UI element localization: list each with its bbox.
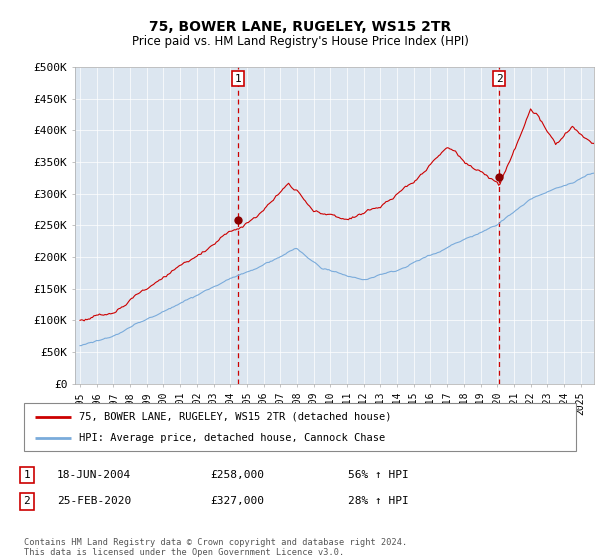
Text: Price paid vs. HM Land Registry's House Price Index (HPI): Price paid vs. HM Land Registry's House … xyxy=(131,35,469,48)
Text: 56% ↑ HPI: 56% ↑ HPI xyxy=(348,470,409,480)
Text: 18-JUN-2004: 18-JUN-2004 xyxy=(57,470,131,480)
Text: 25-FEB-2020: 25-FEB-2020 xyxy=(57,496,131,506)
Text: 2: 2 xyxy=(23,496,31,506)
Text: £327,000: £327,000 xyxy=(210,496,264,506)
Text: 75, BOWER LANE, RUGELEY, WS15 2TR (detached house): 75, BOWER LANE, RUGELEY, WS15 2TR (detac… xyxy=(79,412,392,422)
Text: £258,000: £258,000 xyxy=(210,470,264,480)
Text: HPI: Average price, detached house, Cannock Chase: HPI: Average price, detached house, Cann… xyxy=(79,433,385,444)
Text: 2: 2 xyxy=(496,73,503,83)
Text: 75, BOWER LANE, RUGELEY, WS15 2TR: 75, BOWER LANE, RUGELEY, WS15 2TR xyxy=(149,20,451,34)
Text: 1: 1 xyxy=(23,470,31,480)
Text: Contains HM Land Registry data © Crown copyright and database right 2024.
This d: Contains HM Land Registry data © Crown c… xyxy=(24,538,407,557)
Text: 1: 1 xyxy=(235,73,241,83)
Text: 28% ↑ HPI: 28% ↑ HPI xyxy=(348,496,409,506)
